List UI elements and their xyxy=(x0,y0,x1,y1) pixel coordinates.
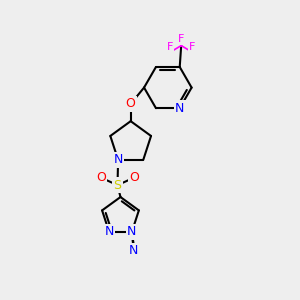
Text: O: O xyxy=(126,98,136,110)
Text: N: N xyxy=(129,244,138,257)
Text: N: N xyxy=(127,226,136,238)
Text: S: S xyxy=(113,178,122,192)
Text: N: N xyxy=(175,102,184,115)
Text: F: F xyxy=(178,34,184,44)
Text: F: F xyxy=(189,42,196,52)
Text: F: F xyxy=(167,42,173,52)
Text: N: N xyxy=(113,153,123,167)
Text: O: O xyxy=(129,171,139,184)
Text: N: N xyxy=(104,226,114,238)
Text: O: O xyxy=(96,171,106,184)
